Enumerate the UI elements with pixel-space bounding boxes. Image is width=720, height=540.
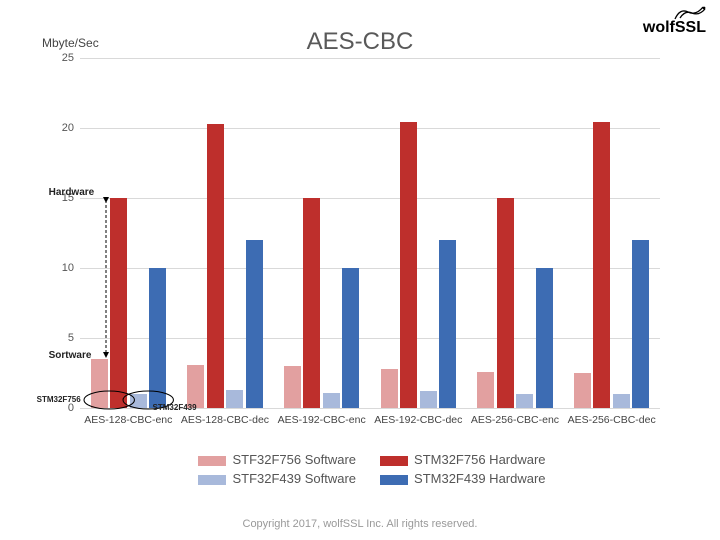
x-category-label: AES-256-CBC-enc <box>467 408 564 426</box>
y-tick-label: 5 <box>68 332 74 344</box>
bar <box>497 198 514 408</box>
legend-swatch <box>380 475 408 485</box>
legend-label: STM32F756 Hardware <box>414 452 546 467</box>
copyright: Copyright 2017, wolfSSL Inc. All rights … <box>0 518 720 530</box>
bar <box>400 122 417 408</box>
legend-label: STF32F439 Software <box>232 471 356 486</box>
y-tick-label: 25 <box>62 52 74 64</box>
bar <box>613 394 630 408</box>
bar <box>149 268 166 408</box>
chart-plot-area: 0510152025AES-128-CBC-encAES-128-CBC-dec… <box>80 58 660 408</box>
bar <box>284 366 301 408</box>
y-tick-label: 10 <box>62 262 74 274</box>
x-category-label: AES-192-CBC-dec <box>370 408 467 426</box>
bar <box>187 365 204 408</box>
bar-group: AES-192-CBC-dec <box>370 58 467 408</box>
bar <box>381 369 398 408</box>
y-tick-label: 20 <box>62 122 74 134</box>
legend: STF32F756 Software STM32F756 Hardware STF3… <box>0 452 720 490</box>
bar-group: AES-192-CBC-enc <box>273 58 370 408</box>
legend-label: STF32F756 Software <box>232 452 356 467</box>
bar <box>342 268 359 408</box>
bar <box>593 122 610 408</box>
annotation-software: Sortware <box>49 351 92 361</box>
bar <box>536 268 553 408</box>
annotation-arrow <box>100 194 124 365</box>
bar-group: AES-256-CBC-enc <box>467 58 564 408</box>
bar-group: AES-128-CBC-enc <box>80 58 177 408</box>
legend-label: STM32F439 Hardware <box>414 471 546 486</box>
x-category-label: AES-192-CBC-enc <box>273 408 370 426</box>
bar <box>303 198 320 408</box>
bar <box>477 372 494 408</box>
bar <box>323 393 340 408</box>
legend-swatch <box>380 456 408 466</box>
bar <box>439 240 456 408</box>
x-category-label: AES-256-CBC-dec <box>563 408 660 426</box>
bar <box>207 124 224 408</box>
bar <box>246 240 263 408</box>
bar-group: AES-256-CBC-dec <box>563 58 660 408</box>
bar <box>574 373 591 408</box>
annotation-hardware: Hardware <box>49 188 95 198</box>
y-axis-label: Mbyte/Sec <box>42 36 99 50</box>
bar <box>632 240 649 408</box>
legend-swatch <box>198 456 226 466</box>
legend-swatch <box>198 475 226 485</box>
bar <box>516 394 533 408</box>
chart-title: AES-CBC <box>0 28 720 56</box>
bar <box>226 390 243 408</box>
bar-group: AES-128-CBC-dec <box>177 58 274 408</box>
annotation-label-f756: STM32F756 <box>37 396 81 404</box>
annotation-label-f439: STM32F439 <box>153 404 197 412</box>
bar <box>420 391 437 408</box>
